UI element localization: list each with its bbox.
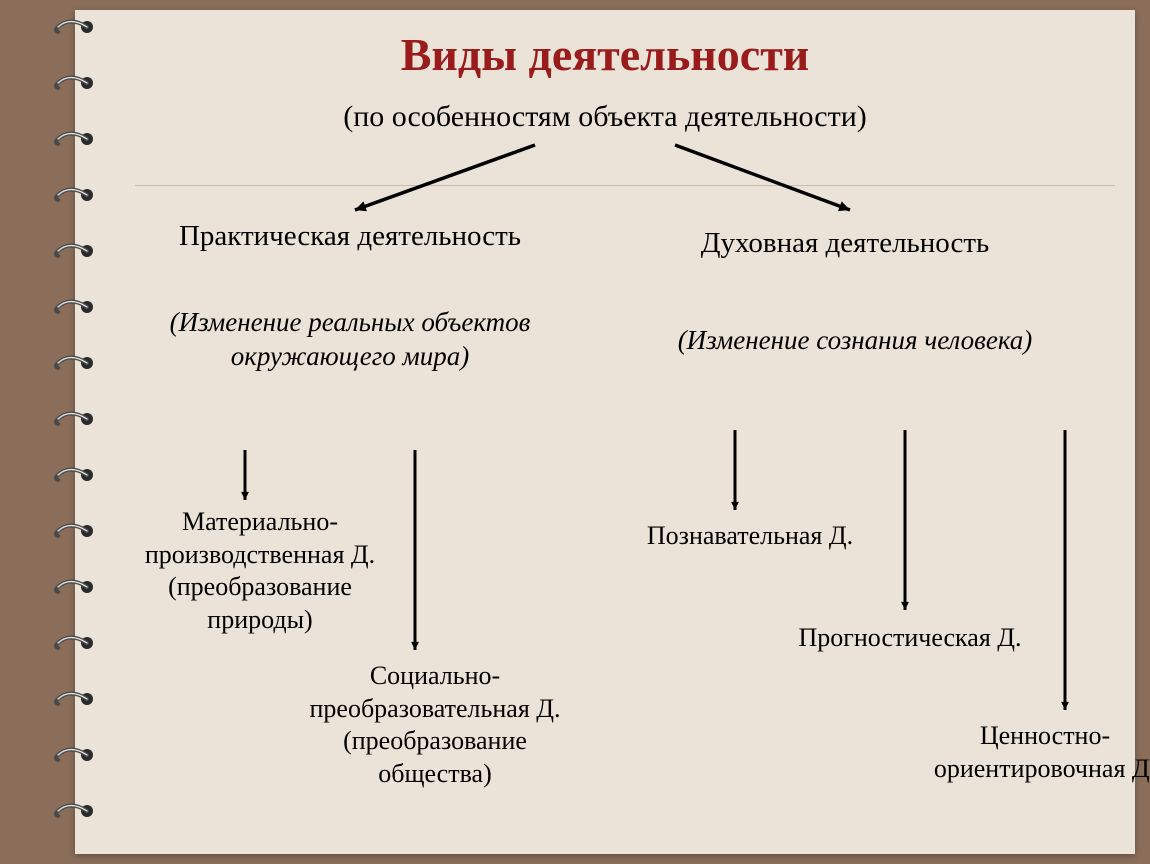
page-title: Виды деятельности bbox=[75, 28, 1135, 81]
leaf-left-1: Социально-преобразовательная Д. (преобра… bbox=[285, 660, 585, 790]
spiral-binding bbox=[52, 0, 112, 864]
leaf-right-1: Прогностическая Д. bbox=[765, 622, 1055, 655]
subtitle: (по особенностям объекта деятельности) bbox=[75, 100, 1135, 134]
branch-left-desc: (Изменение реальных объектов окружающего… bbox=[145, 306, 555, 374]
leaf-right-0: Познавательная Д. bbox=[605, 520, 895, 553]
branch-right-desc: (Изменение сознания человека) bbox=[645, 324, 1065, 358]
branch-right-head: Духовная деятельность bbox=[655, 225, 1035, 261]
branch-left-head: Практическая деятельность bbox=[165, 218, 535, 254]
leaf-right-2: Ценностно-ориентировочная Д. bbox=[915, 720, 1150, 785]
leaf-left-0: Материально-производственная Д. (преобра… bbox=[115, 506, 405, 636]
divider bbox=[135, 185, 1115, 186]
slide: Виды деятельности (по особенностям объек… bbox=[75, 10, 1135, 854]
